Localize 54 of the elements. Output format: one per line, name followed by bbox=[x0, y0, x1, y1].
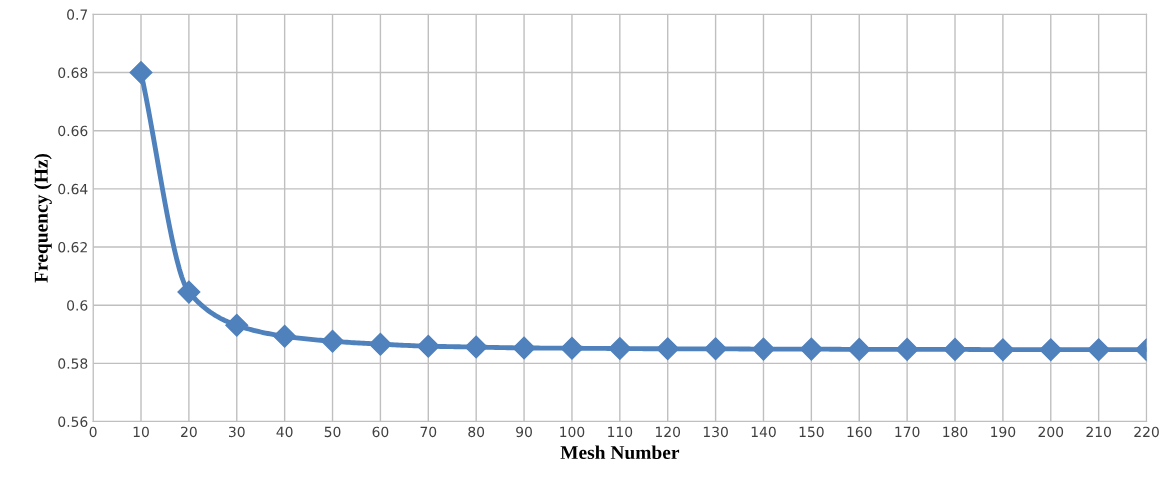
point bbox=[895, 337, 919, 361]
y-tick-label: 0.7 bbox=[67, 9, 88, 20]
x-tick-label: 200 bbox=[1038, 426, 1064, 438]
point bbox=[704, 337, 728, 361]
x-tick-label: 60 bbox=[372, 426, 389, 438]
x-tick-label: 150 bbox=[799, 426, 824, 438]
x-tick-label: 210 bbox=[1086, 426, 1111, 438]
x-tick-label: 120 bbox=[655, 426, 681, 438]
x-tick-label: 80 bbox=[468, 426, 485, 438]
x-tick-label: 130 bbox=[703, 426, 728, 438]
point bbox=[847, 337, 871, 361]
y-tick-label: 0.56 bbox=[58, 416, 88, 427]
x-tick-label: 10 bbox=[133, 426, 149, 438]
point bbox=[416, 334, 440, 358]
x-tick-label: 170 bbox=[895, 426, 920, 438]
point bbox=[512, 336, 536, 360]
x-tick-label: 190 bbox=[991, 426, 1016, 438]
x-tick-label: 110 bbox=[608, 426, 633, 438]
x-tick-label: 0 bbox=[89, 426, 97, 438]
y-tick-label: 0.58 bbox=[58, 358, 88, 369]
point bbox=[368, 332, 392, 356]
x-tick-label: 90 bbox=[516, 426, 532, 438]
x-tick-label: 180 bbox=[943, 426, 968, 438]
point bbox=[1039, 338, 1063, 362]
point bbox=[1087, 338, 1111, 362]
point bbox=[608, 337, 632, 361]
point bbox=[751, 337, 775, 361]
y-tick-label: 0.62 bbox=[58, 242, 87, 253]
x-tick-label: 30 bbox=[228, 426, 245, 438]
x-tick-label: 160 bbox=[847, 426, 872, 438]
x-axis-title: Mesh Number bbox=[560, 445, 680, 460]
point bbox=[991, 338, 1015, 362]
point bbox=[799, 337, 823, 361]
x-tick-label: 100 bbox=[560, 426, 585, 438]
point bbox=[464, 335, 488, 359]
x-tick-label: 140 bbox=[751, 426, 776, 438]
point bbox=[560, 336, 584, 360]
point bbox=[273, 324, 297, 348]
point bbox=[321, 329, 345, 353]
x-tick-label: 70 bbox=[420, 426, 437, 438]
x-tick-label: 40 bbox=[276, 426, 293, 438]
x-tick-label: 50 bbox=[324, 426, 341, 438]
y-axis-title: Frequency (Hz) bbox=[34, 153, 52, 283]
x-tick-label: 20 bbox=[181, 426, 197, 438]
y-tick-label: 0.66 bbox=[58, 125, 88, 137]
y-tick-label: 0.68 bbox=[58, 67, 88, 79]
x-tick-label: 220 bbox=[1134, 426, 1159, 438]
point bbox=[943, 337, 967, 361]
y-tick-label: 0.64 bbox=[58, 183, 88, 195]
point bbox=[177, 280, 201, 304]
point bbox=[129, 61, 153, 85]
point bbox=[656, 337, 680, 361]
y-tick-label: 0.6 bbox=[67, 300, 88, 311]
point bbox=[225, 313, 249, 337]
